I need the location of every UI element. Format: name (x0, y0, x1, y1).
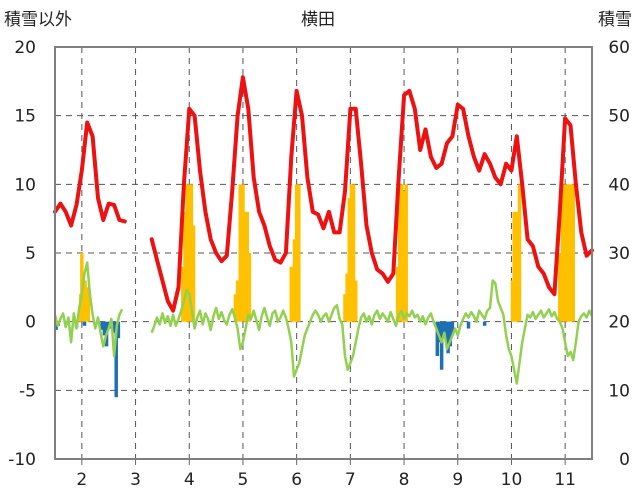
x-tick-label: 5 (238, 470, 249, 490)
y-left-tick-label: -10 (8, 450, 36, 470)
snow-bar (560, 184, 565, 322)
snow-bar (187, 184, 191, 322)
snow-bar (517, 184, 522, 322)
snow-bar (86, 287, 91, 322)
negative-bar (112, 321, 116, 333)
y-left-tick-label: -5 (19, 381, 36, 401)
snow-bar (571, 184, 575, 322)
y-left-tick-label: 5 (25, 244, 36, 264)
snow-bar (189, 184, 194, 322)
snow-bar (183, 211, 187, 322)
chart-title: 横田 (301, 10, 335, 30)
snow-bar (353, 280, 358, 322)
snow-bar (185, 184, 189, 322)
snow-bar (568, 184, 573, 322)
negative-bar (82, 321, 87, 326)
red-series-line (53, 75, 594, 313)
x-tick-label: 2 (76, 470, 87, 490)
right-axis-label: 積雪 (598, 10, 632, 30)
y-left-tick-label: 0 (25, 313, 36, 333)
negative-bar (466, 321, 471, 329)
snow-bar (233, 294, 238, 322)
y-right-tick-label: 0 (619, 450, 630, 470)
negative-bar (442, 321, 446, 333)
negative-bar (102, 321, 107, 336)
y-right-tick-label: 10 (608, 381, 630, 401)
plot-border (54, 46, 593, 460)
snow-bar (398, 184, 402, 322)
snow-bar (297, 184, 301, 322)
negative-bar (482, 321, 487, 326)
snow-bar (395, 266, 400, 322)
snow-bar (191, 225, 196, 322)
negative-bar (439, 321, 444, 370)
snow-bar (294, 184, 299, 322)
negative-bar (444, 321, 448, 339)
x-tick-label: 4 (184, 470, 195, 490)
negative-bar (54, 321, 58, 330)
snow-bar (235, 280, 240, 322)
snow-bar (404, 184, 408, 322)
snow-bar (238, 184, 243, 322)
x-tick-label: 8 (399, 470, 410, 490)
x-tick-label: 7 (345, 470, 356, 490)
negative-bar (116, 321, 121, 339)
y-right-tick-label: 40 (608, 175, 630, 195)
x-tick-label: 9 (452, 470, 463, 490)
snow-bar (566, 184, 570, 322)
snow-bar (402, 191, 406, 322)
snow-bar (351, 184, 356, 322)
snow-bar (241, 184, 245, 322)
x-tick-label: 11 (554, 470, 576, 490)
snow-bar (83, 280, 87, 322)
y-left-tick-label: 10 (14, 175, 36, 195)
y-right-tick-label: 50 (608, 107, 630, 127)
x-tick-label: 6 (291, 470, 302, 490)
snow-bar (181, 266, 185, 322)
snow-bar (292, 239, 297, 322)
y-left-tick-label: 20 (14, 38, 36, 58)
snow-bar (512, 211, 516, 322)
snow-bar (400, 184, 404, 322)
y-right-tick-label: 30 (608, 244, 630, 264)
x-tick-label: 3 (130, 470, 141, 490)
lines-layer (53, 75, 594, 385)
snow-bar (343, 294, 347, 322)
negative-bar (450, 321, 455, 336)
snow-bar (563, 184, 567, 322)
snow-bar (347, 198, 352, 322)
negative-bar (100, 321, 105, 330)
snow-bar (515, 211, 519, 322)
snow-bar (247, 253, 252, 322)
negative-bar (448, 321, 452, 347)
green-series-line (53, 261, 594, 385)
snow-bar (243, 211, 247, 322)
negative-bar (437, 321, 442, 343)
snow-bar (558, 253, 562, 322)
negative-bar (114, 321, 118, 398)
y-left-tick-label: 15 (14, 107, 36, 127)
y-right-tick-label: 20 (608, 313, 630, 333)
negative-bar (446, 321, 450, 354)
plot-frame (54, 46, 593, 460)
negative-bar (435, 321, 440, 356)
bars-layer (54, 184, 575, 398)
x-tick-label: 10 (501, 470, 523, 490)
left-axis-label: 積雪以外 (4, 10, 72, 30)
tick-labels: 20 60 15 50 10 40 5 30 0 20 -5 10 -10 0 2 3 4 5 6 7 8 9 10 11 (8, 38, 630, 490)
y-right-tick-label: 60 (608, 38, 630, 58)
snow-bar (349, 184, 354, 322)
snow-bar (345, 273, 349, 322)
grid (55, 47, 592, 465)
snow-bar (245, 211, 249, 322)
snow-bar (289, 266, 294, 322)
